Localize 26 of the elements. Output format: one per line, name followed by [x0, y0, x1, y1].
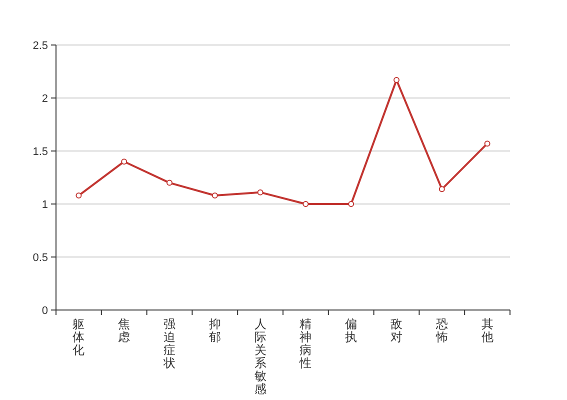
point: [438, 186, 445, 192]
point: [348, 201, 354, 207]
point: [76, 192, 82, 199]
x-tick-label: 恐怖: [434, 317, 448, 344]
point: [484, 140, 490, 147]
x-tick-label: 偏执: [345, 317, 358, 344]
y-tick-label: 1.5: [32, 146, 48, 158]
x-tick-label: 躯体化: [72, 317, 85, 357]
x-tick-label: 人际关系敏感: [254, 317, 266, 396]
point: [257, 189, 264, 196]
point: [121, 158, 128, 165]
x-tick-label: 精神病性: [298, 317, 312, 370]
point: [166, 180, 172, 186]
y-tick-label: 2: [42, 93, 48, 105]
x-tick-label: 抑郁: [208, 317, 221, 344]
point: [212, 192, 218, 199]
x-tick-label: 强迫症状: [162, 317, 176, 370]
x-tick-label: 焦虑: [118, 317, 130, 344]
x-tick-label: 其他: [481, 317, 494, 344]
y-tick-label: 0: [42, 305, 48, 317]
x-tick-label: 敌对: [390, 317, 402, 344]
y-tick-label: 1: [42, 199, 48, 211]
y-tick-label: 2.5: [32, 40, 48, 52]
y-tick-label: 0.5: [32, 252, 48, 264]
point: [302, 201, 309, 207]
point: [394, 76, 400, 83]
